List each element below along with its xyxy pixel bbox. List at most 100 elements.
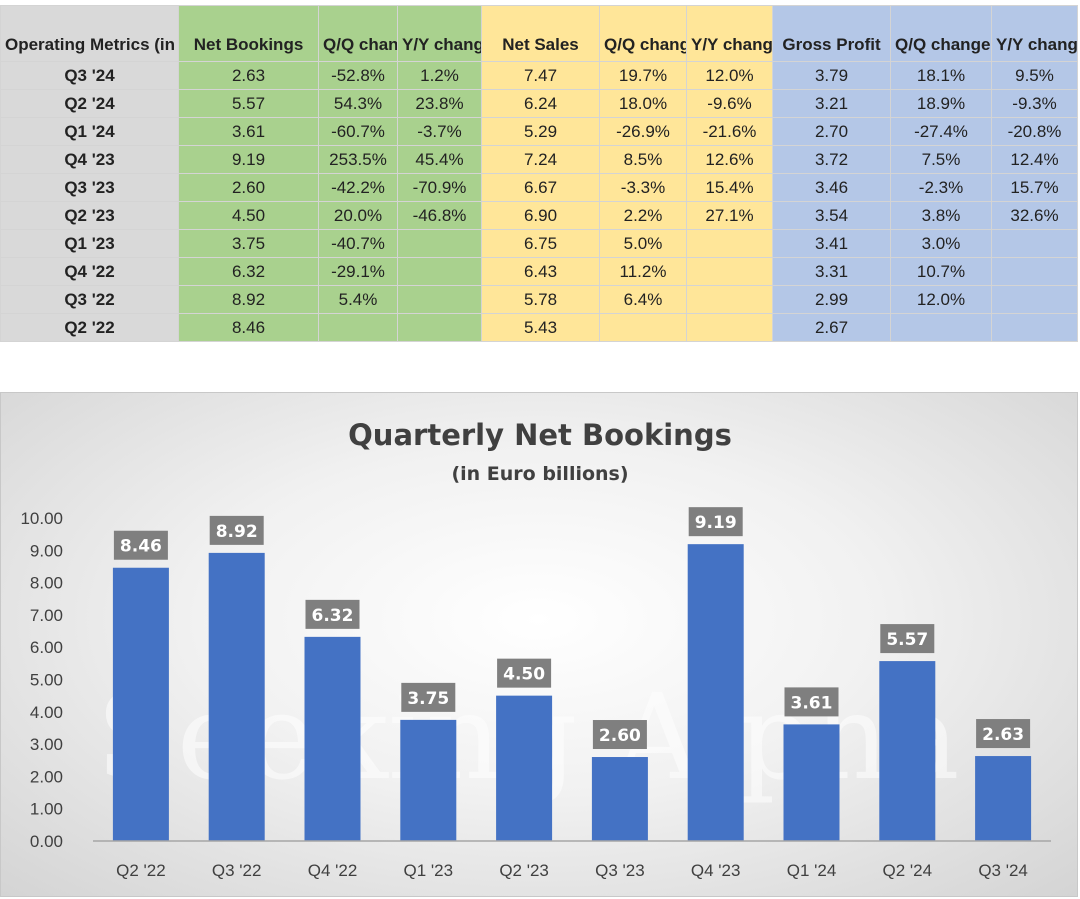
cell-gp-qq-change: 3.0% xyxy=(890,229,992,258)
data-label: 8.92 xyxy=(216,522,258,542)
cell-net-bookings: 4.50 xyxy=(178,201,319,230)
table-row: Q3 '23 2.60 -42.2% -70.9% 6.67 -3.3% 15.4% 3.46… xyxy=(0,173,1078,202)
data-label-box xyxy=(976,719,1031,749)
cell-nb-qq-change: 253.5% xyxy=(318,145,398,174)
cell-gross-profit: 2.67 xyxy=(772,313,891,342)
cell-ns-qq-change xyxy=(599,313,687,342)
cell-gp-qq-change: -2.3% xyxy=(890,173,992,202)
data-label-box xyxy=(784,687,839,717)
data-label-box xyxy=(880,624,935,654)
table-header-row: Operating Metrics (in Euro B) Net Bookin… xyxy=(0,5,1078,62)
cell-gross-profit: 3.79 xyxy=(772,61,891,90)
cell-nb-yy-change: -70.9% xyxy=(397,173,482,202)
bar xyxy=(112,567,169,841)
table-row: Q1 '23 3.75 -40.7% 6.75 5.0% 3.41 3.0% xyxy=(0,229,1078,258)
cell-ns-yy-change xyxy=(686,313,773,342)
cell-ns-yy-change: 12.0% xyxy=(686,61,773,90)
cell-ns-qq-change: 5.0% xyxy=(599,229,687,258)
cell-nb-qq-change: -42.2% xyxy=(318,173,398,202)
cell-ns-yy-change: -9.6% xyxy=(686,89,773,118)
cell-ns-yy-change xyxy=(686,257,773,286)
cell-gp-yy-change: -20.8% xyxy=(991,117,1078,146)
data-label: 6.32 xyxy=(312,606,354,626)
cell-net-bookings: 2.63 xyxy=(178,61,319,90)
bar xyxy=(208,552,265,841)
cell-quarter: Q1 '24 xyxy=(0,117,179,146)
table-row: Q2 '23 4.50 20.0% -46.8% 6.90 2.2% 27.1% 3.54 3.… xyxy=(0,201,1078,230)
y-tick-label: 1.00 xyxy=(30,800,63,819)
table-row: Q1 '24 3.61 -60.7% -3.7% 5.29 -26.9% -21.6% 2.7… xyxy=(0,117,1078,146)
cell-ns-yy-change: 27.1% xyxy=(686,201,773,230)
bar xyxy=(591,757,648,841)
data-label-box xyxy=(113,530,168,560)
header-operating-metrics: Operating Metrics (in Euro B) xyxy=(0,5,179,62)
header-nb-yy-change: Y/Y change xyxy=(397,5,482,62)
x-tick-label: Q4 '23 xyxy=(691,861,741,880)
cell-nb-yy-change: 23.8% xyxy=(397,89,482,118)
cell-nb-qq-change xyxy=(318,313,398,342)
y-tick-label: 8.00 xyxy=(30,574,63,593)
cell-net-bookings: 5.57 xyxy=(178,89,319,118)
cell-gp-yy-change xyxy=(991,257,1078,286)
cell-ns-qq-change: 6.4% xyxy=(599,285,687,314)
cell-ns-qq-change: -3.3% xyxy=(599,173,687,202)
header-gp-qq-change: Q/Q change xyxy=(890,5,992,62)
cell-quarter: Q1 '23 xyxy=(0,229,179,258)
y-axis: 0.00 1.00 2.00 3.00 4.00 5.00 6.00 7.00 8.00 9.00… xyxy=(20,509,63,851)
cell-gross-profit: 3.21 xyxy=(772,89,891,118)
y-tick-label: 10.00 xyxy=(20,509,63,528)
cell-quarter: Q2 '22 xyxy=(0,313,179,342)
cell-net-sales: 5.78 xyxy=(481,285,600,314)
cell-gp-qq-change xyxy=(890,313,992,342)
cell-gp-yy-change: 32.6% xyxy=(991,201,1078,230)
cell-gross-profit: 3.41 xyxy=(772,229,891,258)
bar xyxy=(687,544,744,841)
chart-subtitle: (in Euro billions) xyxy=(451,463,628,485)
chart-svg: Seeking Alpha Quarterly Net Bookings (in… xyxy=(20,418,1051,880)
cell-gross-profit: 2.99 xyxy=(772,285,891,314)
cell-ns-yy-change: 12.6% xyxy=(686,145,773,174)
cell-net-sales: 7.47 xyxy=(481,61,600,90)
cell-nb-qq-change: -60.7% xyxy=(318,117,398,146)
cell-net-sales: 6.75 xyxy=(481,229,600,258)
y-tick-label: 7.00 xyxy=(30,606,63,625)
cell-ns-qq-change: 18.0% xyxy=(599,89,687,118)
y-tick-label: 9.00 xyxy=(30,541,63,560)
cell-net-bookings: 9.19 xyxy=(178,145,319,174)
cell-gp-qq-change: 10.7% xyxy=(890,257,992,286)
cell-gross-profit: 3.54 xyxy=(772,201,891,230)
y-tick-label: 5.00 xyxy=(30,671,63,690)
bar xyxy=(783,724,840,841)
bar xyxy=(879,661,936,841)
x-tick-label: Q2 '23 xyxy=(499,861,549,880)
cell-gp-yy-change xyxy=(991,229,1078,258)
cell-gp-qq-change: 7.5% xyxy=(890,145,992,174)
cell-ns-qq-change: 11.2% xyxy=(599,257,687,286)
cell-nb-qq-change: 54.3% xyxy=(318,89,398,118)
cell-net-sales: 7.24 xyxy=(481,145,600,174)
cell-gross-profit: 3.72 xyxy=(772,145,891,174)
data-label-box xyxy=(401,682,456,712)
x-tick-label: Q3 '24 xyxy=(978,861,1028,880)
table-row: Q2 '24 5.57 54.3% 23.8% 6.24 18.0% -9.6% 3.21 18… xyxy=(0,89,1078,118)
cell-net-bookings: 2.60 xyxy=(178,173,319,202)
cell-net-sales: 6.43 xyxy=(481,257,600,286)
cell-nb-yy-change: -3.7% xyxy=(397,117,482,146)
net-bookings-chart: Seeking Alpha Quarterly Net Bookings (in… xyxy=(0,392,1078,897)
cell-nb-qq-change: -52.8% xyxy=(318,61,398,90)
data-label: 4.50 xyxy=(503,665,545,685)
table-row: Q4 '23 9.19 253.5% 45.4% 7.24 8.5% 12.6% 3.72 7.… xyxy=(0,145,1078,174)
cell-net-bookings: 3.75 xyxy=(178,229,319,258)
header-gross-profit: Gross Profit xyxy=(772,5,891,62)
y-tick-label: 3.00 xyxy=(30,735,63,754)
data-label: 9.19 xyxy=(695,513,737,533)
data-label: 8.46 xyxy=(120,537,162,557)
cell-nb-yy-change: 1.2% xyxy=(397,61,482,90)
x-axis: Q2 '22 Q3 '22 Q4 '22 Q1 '23 Q2 '23 Q3 '23 Q4 '… xyxy=(93,840,1051,880)
cell-gp-qq-change: -27.4% xyxy=(890,117,992,146)
cell-ns-qq-change: -26.9% xyxy=(599,117,687,146)
cell-gp-qq-change: 18.1% xyxy=(890,61,992,90)
x-tick-label: Q1 '24 xyxy=(787,861,837,880)
x-tick-label: Q2 '24 xyxy=(883,861,933,880)
y-tick-label: 2.00 xyxy=(30,767,63,786)
